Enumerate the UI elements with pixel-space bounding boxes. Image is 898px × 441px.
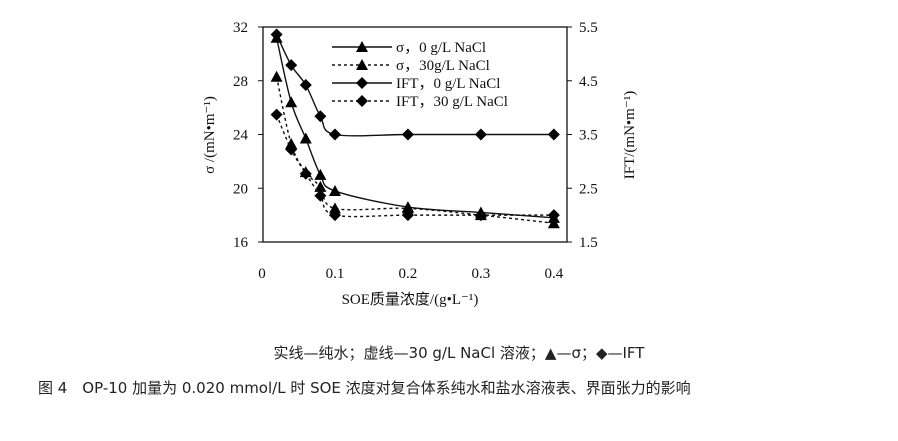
legend-marker-diamond xyxy=(356,77,368,89)
legend-label: σ，0 g/L NaCl xyxy=(396,40,486,56)
legend-marker-triangle xyxy=(356,59,368,70)
x-tick-label: 0.1 xyxy=(326,266,345,282)
data-point-diamond xyxy=(547,128,560,141)
y-tick-label: 32 xyxy=(233,20,248,36)
legend-label: IFT，30 g/L NaCl xyxy=(396,94,508,110)
data-point-triangle xyxy=(314,168,327,180)
y2-tick-label: 5.5 xyxy=(579,20,598,36)
chart: 0 0.1 0.2 0.3 0.4 16 20 24 28 32 1.5 2.5 3.5 4.5 5.5 σ… xyxy=(202,20,638,308)
data-point-triangle xyxy=(314,180,327,192)
y2-tick-label: 1.5 xyxy=(579,235,598,251)
data-point-diamond xyxy=(314,110,327,123)
data-point-diamond xyxy=(270,108,283,121)
series-line-3 xyxy=(275,114,554,218)
data-point-triangle xyxy=(270,70,283,82)
y2-tick-label: 3.5 xyxy=(579,128,598,144)
data-point-diamond xyxy=(285,59,298,72)
data-point-diamond xyxy=(299,167,312,180)
y2-tick-label: 4.5 xyxy=(579,74,598,90)
data-point-diamond xyxy=(474,209,487,222)
data-point-triangle xyxy=(328,202,341,214)
chart-note: 实线—纯水；虚线—30 g/L NaCl 溶液；▲—σ；◆—IFT xyxy=(273,344,645,362)
data-point-triangle xyxy=(547,217,560,229)
data-point-triangle xyxy=(328,184,341,196)
data-point-diamond xyxy=(474,128,487,141)
data-point-triangle xyxy=(299,132,312,144)
data-point-triangle xyxy=(285,96,298,108)
legend-marker-triangle xyxy=(356,41,368,52)
data-point-diamond xyxy=(328,128,341,141)
x-axis-label: SOE质量浓度/(g•L⁻¹) xyxy=(342,291,479,308)
x-tick-label: 0.4 xyxy=(544,266,563,282)
data-point-diamond xyxy=(401,128,414,141)
x-tick-label: 0 xyxy=(258,266,266,282)
data-point-diamond xyxy=(270,28,283,41)
data-point-diamond xyxy=(328,209,341,222)
data-point-diamond xyxy=(285,143,298,156)
data-point-diamond xyxy=(299,79,312,92)
data-point-diamond xyxy=(547,209,560,222)
legend-label: σ，30g/L NaCl xyxy=(396,58,490,74)
legend-label: IFT，0 g/L NaCl xyxy=(396,76,500,92)
data-point-triangle xyxy=(401,202,414,214)
legend-marker-diamond xyxy=(356,95,368,107)
data-point-triangle xyxy=(285,137,298,149)
y-tick-label: 16 xyxy=(233,235,249,251)
y-axis-label: σ /(mN•m⁻¹) xyxy=(202,96,218,174)
data-point-diamond xyxy=(401,209,414,222)
x-tick-label: 0.3 xyxy=(472,266,491,282)
x-tick-label: 0.2 xyxy=(399,266,418,282)
y-tick-label: 24 xyxy=(233,128,249,144)
y-tick-label: 20 xyxy=(233,181,248,197)
figure-caption: 图 4 OP-10 加量为 0.020 mmol/L 时 SOE 浓度对复合体系… xyxy=(38,379,691,397)
y2-tick-label: 2.5 xyxy=(579,181,598,197)
y-tick-label: 28 xyxy=(233,74,248,90)
y2-axis-label: IFT/(mN•m⁻¹) xyxy=(622,91,638,180)
data-point-diamond xyxy=(314,189,327,202)
